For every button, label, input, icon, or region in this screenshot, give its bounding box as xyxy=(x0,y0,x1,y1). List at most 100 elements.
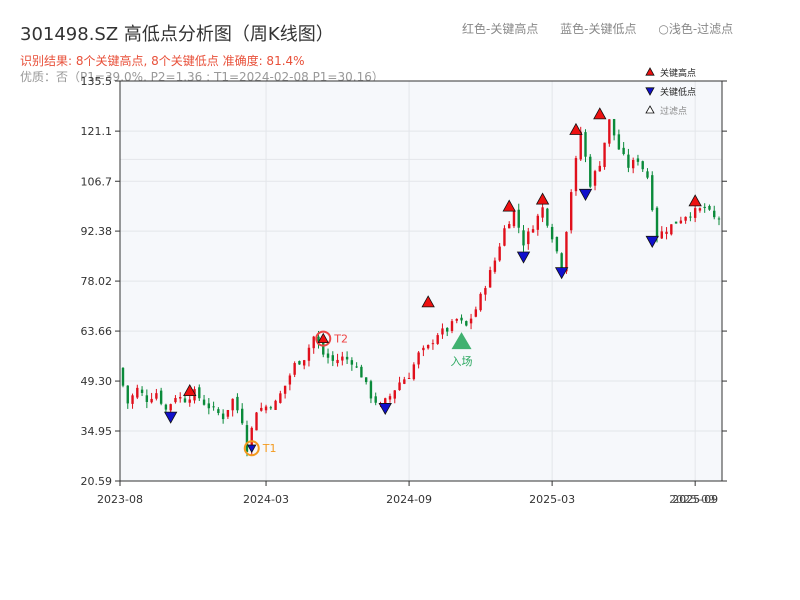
candle-body xyxy=(598,165,601,172)
candle-body xyxy=(579,131,582,160)
y-tick-label: 135.5 xyxy=(81,75,113,88)
candle-body xyxy=(355,366,358,368)
candle-body xyxy=(450,321,454,332)
candle-body xyxy=(465,321,468,326)
candle-body xyxy=(569,192,573,231)
candle-body xyxy=(508,224,511,229)
y-tick-label: 63.66 xyxy=(81,325,113,338)
candle-body xyxy=(574,158,578,192)
candle-body xyxy=(484,288,487,295)
candle-body xyxy=(217,409,220,414)
candle-body xyxy=(398,382,401,391)
candle-body xyxy=(388,396,392,400)
candle-body xyxy=(179,396,182,399)
candle-body xyxy=(236,396,239,411)
candle-body xyxy=(469,318,473,324)
key-high-marker xyxy=(593,107,607,120)
candle-body xyxy=(336,359,339,364)
candle-body xyxy=(326,353,330,358)
candle-body xyxy=(708,205,711,210)
legend-low-symbol xyxy=(645,87,655,96)
candle-body xyxy=(641,161,644,170)
candle-body xyxy=(226,409,230,417)
candle-body xyxy=(517,209,520,228)
key-low-marker xyxy=(164,411,178,424)
candle-body xyxy=(374,396,377,403)
candle-body xyxy=(527,231,530,245)
t1-circle xyxy=(243,440,260,457)
candle-body xyxy=(345,356,349,360)
key-low-marker xyxy=(645,235,659,248)
candles xyxy=(121,118,721,457)
candle-body xyxy=(350,360,354,365)
candle-body xyxy=(312,336,315,349)
candle-body xyxy=(679,220,683,224)
candle-body xyxy=(550,226,554,240)
x-tick-label: 2024-03 xyxy=(243,493,289,506)
candle-body xyxy=(384,398,387,404)
legend-filtered-symbol xyxy=(645,105,655,114)
legend-low-text: 关键低点 xyxy=(660,86,696,98)
candle-body xyxy=(555,236,559,252)
x-tick-label: 2025-03 xyxy=(529,493,575,506)
x-tick-label: 2024-09 xyxy=(386,493,432,506)
candle-body xyxy=(603,142,606,167)
y-tick-label: 20.59 xyxy=(81,475,113,488)
legend-light-filtered: ○浅色-过滤点 xyxy=(658,22,734,36)
candle-body xyxy=(536,215,540,230)
candle-body xyxy=(140,389,144,393)
candle-body xyxy=(684,216,687,221)
candle-body xyxy=(121,367,125,386)
t2-circle xyxy=(315,330,332,347)
key-high-marker xyxy=(535,192,550,205)
candle-body xyxy=(403,379,406,384)
candle-body xyxy=(393,390,396,399)
legend-filtered-text: 过滤点 xyxy=(660,105,687,117)
candle-body xyxy=(651,175,654,211)
candle-body xyxy=(589,156,592,187)
candle-body xyxy=(565,231,568,272)
candle-body xyxy=(360,366,363,378)
candle-body xyxy=(221,413,225,420)
candle-body xyxy=(503,228,506,246)
candle-body xyxy=(417,352,420,365)
candle-body xyxy=(689,216,692,218)
candle-body xyxy=(665,231,668,234)
candle-body xyxy=(441,328,444,335)
candle-body xyxy=(331,355,334,361)
candle-body xyxy=(584,132,587,157)
candle-body xyxy=(713,210,716,218)
candle-body xyxy=(298,361,301,365)
candle-body xyxy=(407,377,411,379)
candle-body xyxy=(546,208,549,226)
candle-body xyxy=(183,398,187,403)
candle-body xyxy=(279,393,282,403)
key-low-marker xyxy=(516,251,531,264)
t2-label: T2 xyxy=(333,333,348,346)
x-tick-label: 2025-09 xyxy=(672,493,718,506)
key-high-marker xyxy=(183,383,197,397)
candle-body xyxy=(426,344,430,349)
candle-body xyxy=(302,360,306,366)
candle-body xyxy=(150,398,153,403)
t1-marker xyxy=(247,444,257,454)
candle-body xyxy=(198,387,201,399)
candle-body xyxy=(231,398,234,411)
candle-body xyxy=(479,293,482,311)
candle-body xyxy=(269,407,273,409)
candle-body xyxy=(169,404,172,411)
candle-body xyxy=(174,398,177,403)
candle-body xyxy=(283,385,287,394)
candle-body xyxy=(369,381,373,399)
candle-body xyxy=(560,253,563,271)
key-low-marker xyxy=(578,188,593,201)
candle-body xyxy=(260,407,263,411)
candle-body xyxy=(488,270,492,288)
candle-body xyxy=(188,399,191,403)
candle-body xyxy=(593,171,597,186)
entry-marker xyxy=(451,332,472,350)
candle-body xyxy=(136,387,139,398)
candle-body xyxy=(608,119,611,144)
t1-label: T1 xyxy=(262,442,277,455)
